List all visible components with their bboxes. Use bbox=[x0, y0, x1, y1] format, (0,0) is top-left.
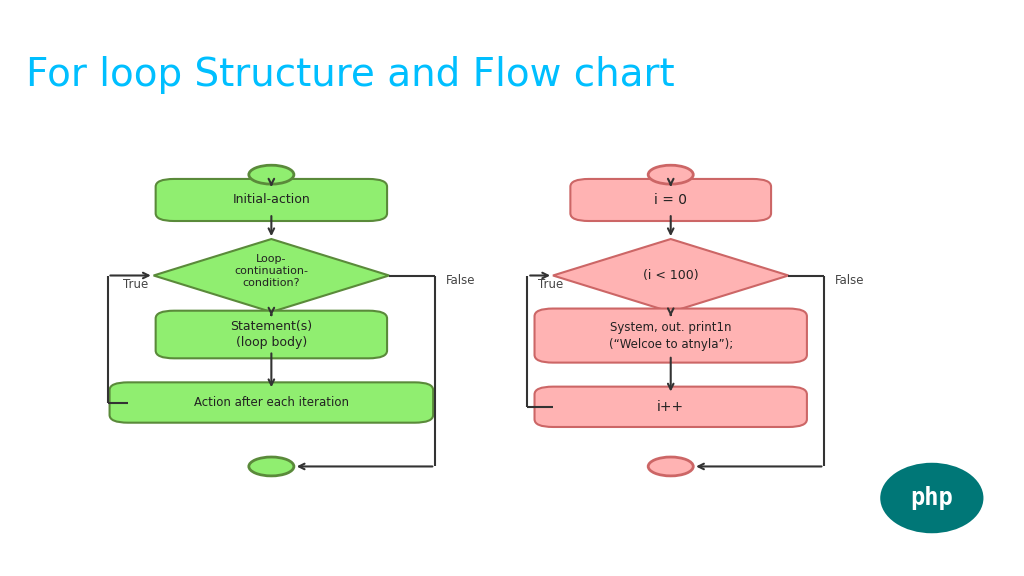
Text: i++: i++ bbox=[657, 400, 684, 414]
Text: For loop Structure and Flow chart: For loop Structure and Flow chart bbox=[26, 56, 674, 94]
Text: Statement(s)
(loop body): Statement(s) (loop body) bbox=[230, 320, 312, 349]
Text: Loop-
continuation-
condition?: Loop- continuation- condition? bbox=[234, 254, 308, 288]
Text: False: False bbox=[445, 274, 475, 287]
FancyBboxPatch shape bbox=[535, 309, 807, 363]
FancyBboxPatch shape bbox=[110, 382, 433, 423]
FancyBboxPatch shape bbox=[156, 179, 387, 221]
Text: php: php bbox=[910, 486, 953, 510]
Circle shape bbox=[881, 463, 983, 533]
Text: i = 0: i = 0 bbox=[654, 193, 687, 207]
Text: System, out. print1n
(“Welcoe to atnyla”);: System, out. print1n (“Welcoe to atnyla”… bbox=[608, 321, 733, 351]
Circle shape bbox=[249, 457, 294, 476]
Text: Action after each iteration: Action after each iteration bbox=[194, 396, 349, 409]
FancyBboxPatch shape bbox=[535, 386, 807, 427]
FancyBboxPatch shape bbox=[570, 179, 771, 221]
Polygon shape bbox=[154, 239, 389, 312]
Circle shape bbox=[249, 165, 294, 184]
Text: LEARN PHP: LEARN PHP bbox=[901, 541, 963, 551]
Text: True: True bbox=[538, 278, 563, 291]
Text: Initial-action: Initial-action bbox=[232, 194, 310, 206]
Circle shape bbox=[648, 165, 693, 184]
Text: False: False bbox=[835, 274, 864, 287]
Circle shape bbox=[648, 457, 693, 476]
Text: True: True bbox=[123, 278, 148, 291]
Polygon shape bbox=[553, 239, 788, 312]
Text: (i < 100): (i < 100) bbox=[643, 269, 698, 282]
FancyBboxPatch shape bbox=[156, 310, 387, 358]
